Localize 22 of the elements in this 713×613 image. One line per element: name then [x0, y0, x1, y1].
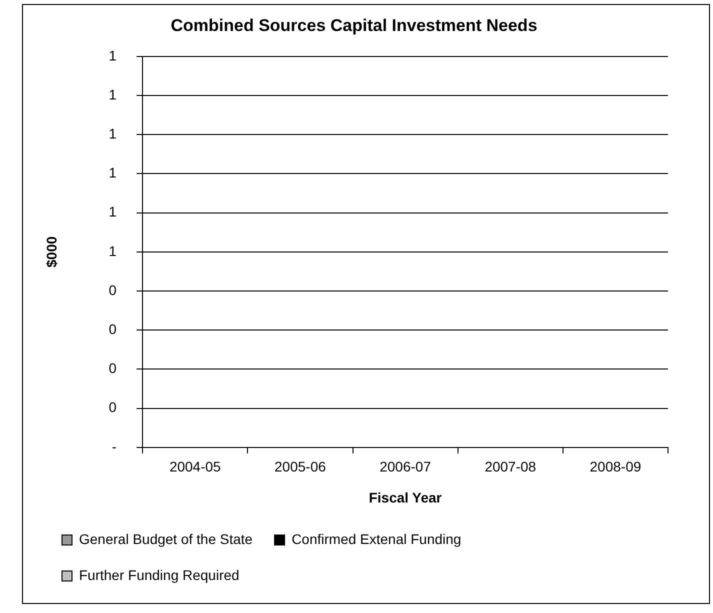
legend-label: Confirmed Extenal Funding: [292, 530, 462, 547]
x-tick-label: 2006-07: [380, 458, 432, 475]
chart-title: Combined Sources Capital Investment Needs: [170, 16, 538, 35]
x-axis-title: Fiscal Year: [368, 489, 442, 506]
x-tick-label: 2007-08: [484, 458, 536, 475]
legend-label: Further Funding Required: [79, 566, 240, 583]
y-tick-label: 1: [108, 242, 117, 259]
x-tick-label: 2008-09: [590, 458, 642, 475]
y-tick-label: 1: [108, 204, 117, 220]
x-tick-label: 2005-06: [274, 458, 326, 475]
y-tick-label: 0: [108, 360, 117, 376]
y-axis-title: $000: [43, 236, 60, 268]
legend-label: General Budget of the State: [79, 530, 253, 547]
y-tick-label: 0: [108, 282, 117, 298]
y-tick-label: 0: [108, 320, 117, 337]
x-tick-label: 2004-05: [169, 458, 222, 475]
y-tick-label: 1: [108, 164, 117, 181]
y-tick-label: 1: [108, 125, 117, 142]
y-tick-label: -: [112, 438, 117, 454]
y-tick-label: 0: [108, 399, 117, 416]
y-tick-label: 1: [108, 86, 117, 102]
y-tick-label: 1: [108, 47, 117, 64]
